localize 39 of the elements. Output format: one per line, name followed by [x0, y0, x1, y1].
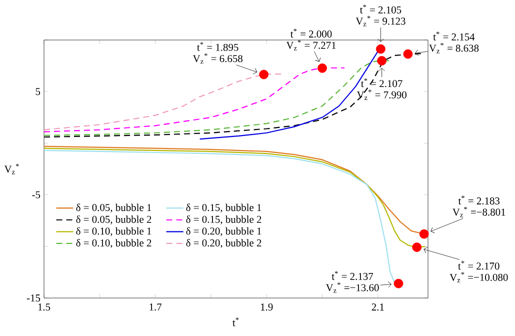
- annotation: V$_{z}$$^{*}$ = 6.658: [192, 53, 242, 64]
- legend-label: δ = 0.05, bubble 2: [76, 215, 152, 224]
- annotation: V$_{z}$$^{*}$ =−8.801: [452, 206, 506, 218]
- text: t$^{*}$ = 2.183: [458, 196, 500, 204]
- annotation: V$_{z}$$^{*}$ =−13.60: [326, 282, 379, 293]
- annotation: t$^{*}$ = 1.895: [197, 42, 238, 51]
- legend-label: δ = 0.10, bubble 2: [76, 239, 152, 248]
- text: V$_{z}$$^{*}$ =−10.080: [450, 272, 508, 282]
- y-tick-label: -15: [26, 294, 40, 302]
- x-tick-label: 2.1: [372, 304, 384, 311]
- annotation: t$^{*}$ = 2.137: [332, 271, 374, 280]
- x-tick-label: 1.5: [38, 304, 50, 311]
- legend-label: δ = 0.20, bubble 2: [186, 239, 262, 248]
- text: t$^{*}$ = 2.105: [360, 4, 402, 14]
- point: [403, 49, 413, 59]
- legend-label: δ = 0.10, bubble 1: [76, 227, 152, 236]
- point: [376, 44, 386, 54]
- annotation: V$_{z}$$^{*}$ = 7.271: [286, 40, 336, 50]
- annotation: V$_{z}$$^{*}$ = 9.123: [356, 16, 406, 26]
- legend-label: δ = 0.05, bubble 1: [76, 204, 152, 213]
- point: [394, 278, 404, 288]
- point: [412, 242, 422, 252]
- legend-label: δ = 0.15, bubble 2: [186, 215, 262, 224]
- x-tick-label: 1.9: [260, 304, 273, 311]
- legend-label: δ = 0.15, bubble 1: [186, 204, 262, 213]
- point: [259, 70, 269, 80]
- text: t$^{*}$ = 2.000: [290, 28, 332, 38]
- y-tick-label: -5: [32, 191, 40, 198]
- y-tick-label: 5: [36, 88, 40, 96]
- point: [318, 63, 327, 73]
- x-tick-label: 1.7: [150, 304, 162, 311]
- x-axis-title: t$^{*}$: [232, 317, 239, 326]
- annotation: t$^{*}$ = 2.107: [361, 78, 402, 88]
- point: [419, 229, 429, 239]
- annotation: t$^{*}$ = 2.170: [458, 260, 500, 270]
- annotation: V$_{z}$$^{*}$ = 8.638: [429, 42, 479, 54]
- text: t$^{*}$ = 2.154: [433, 32, 475, 40]
- point: [377, 56, 387, 66]
- legend-label: δ = 0.20, bubble 1: [186, 227, 262, 236]
